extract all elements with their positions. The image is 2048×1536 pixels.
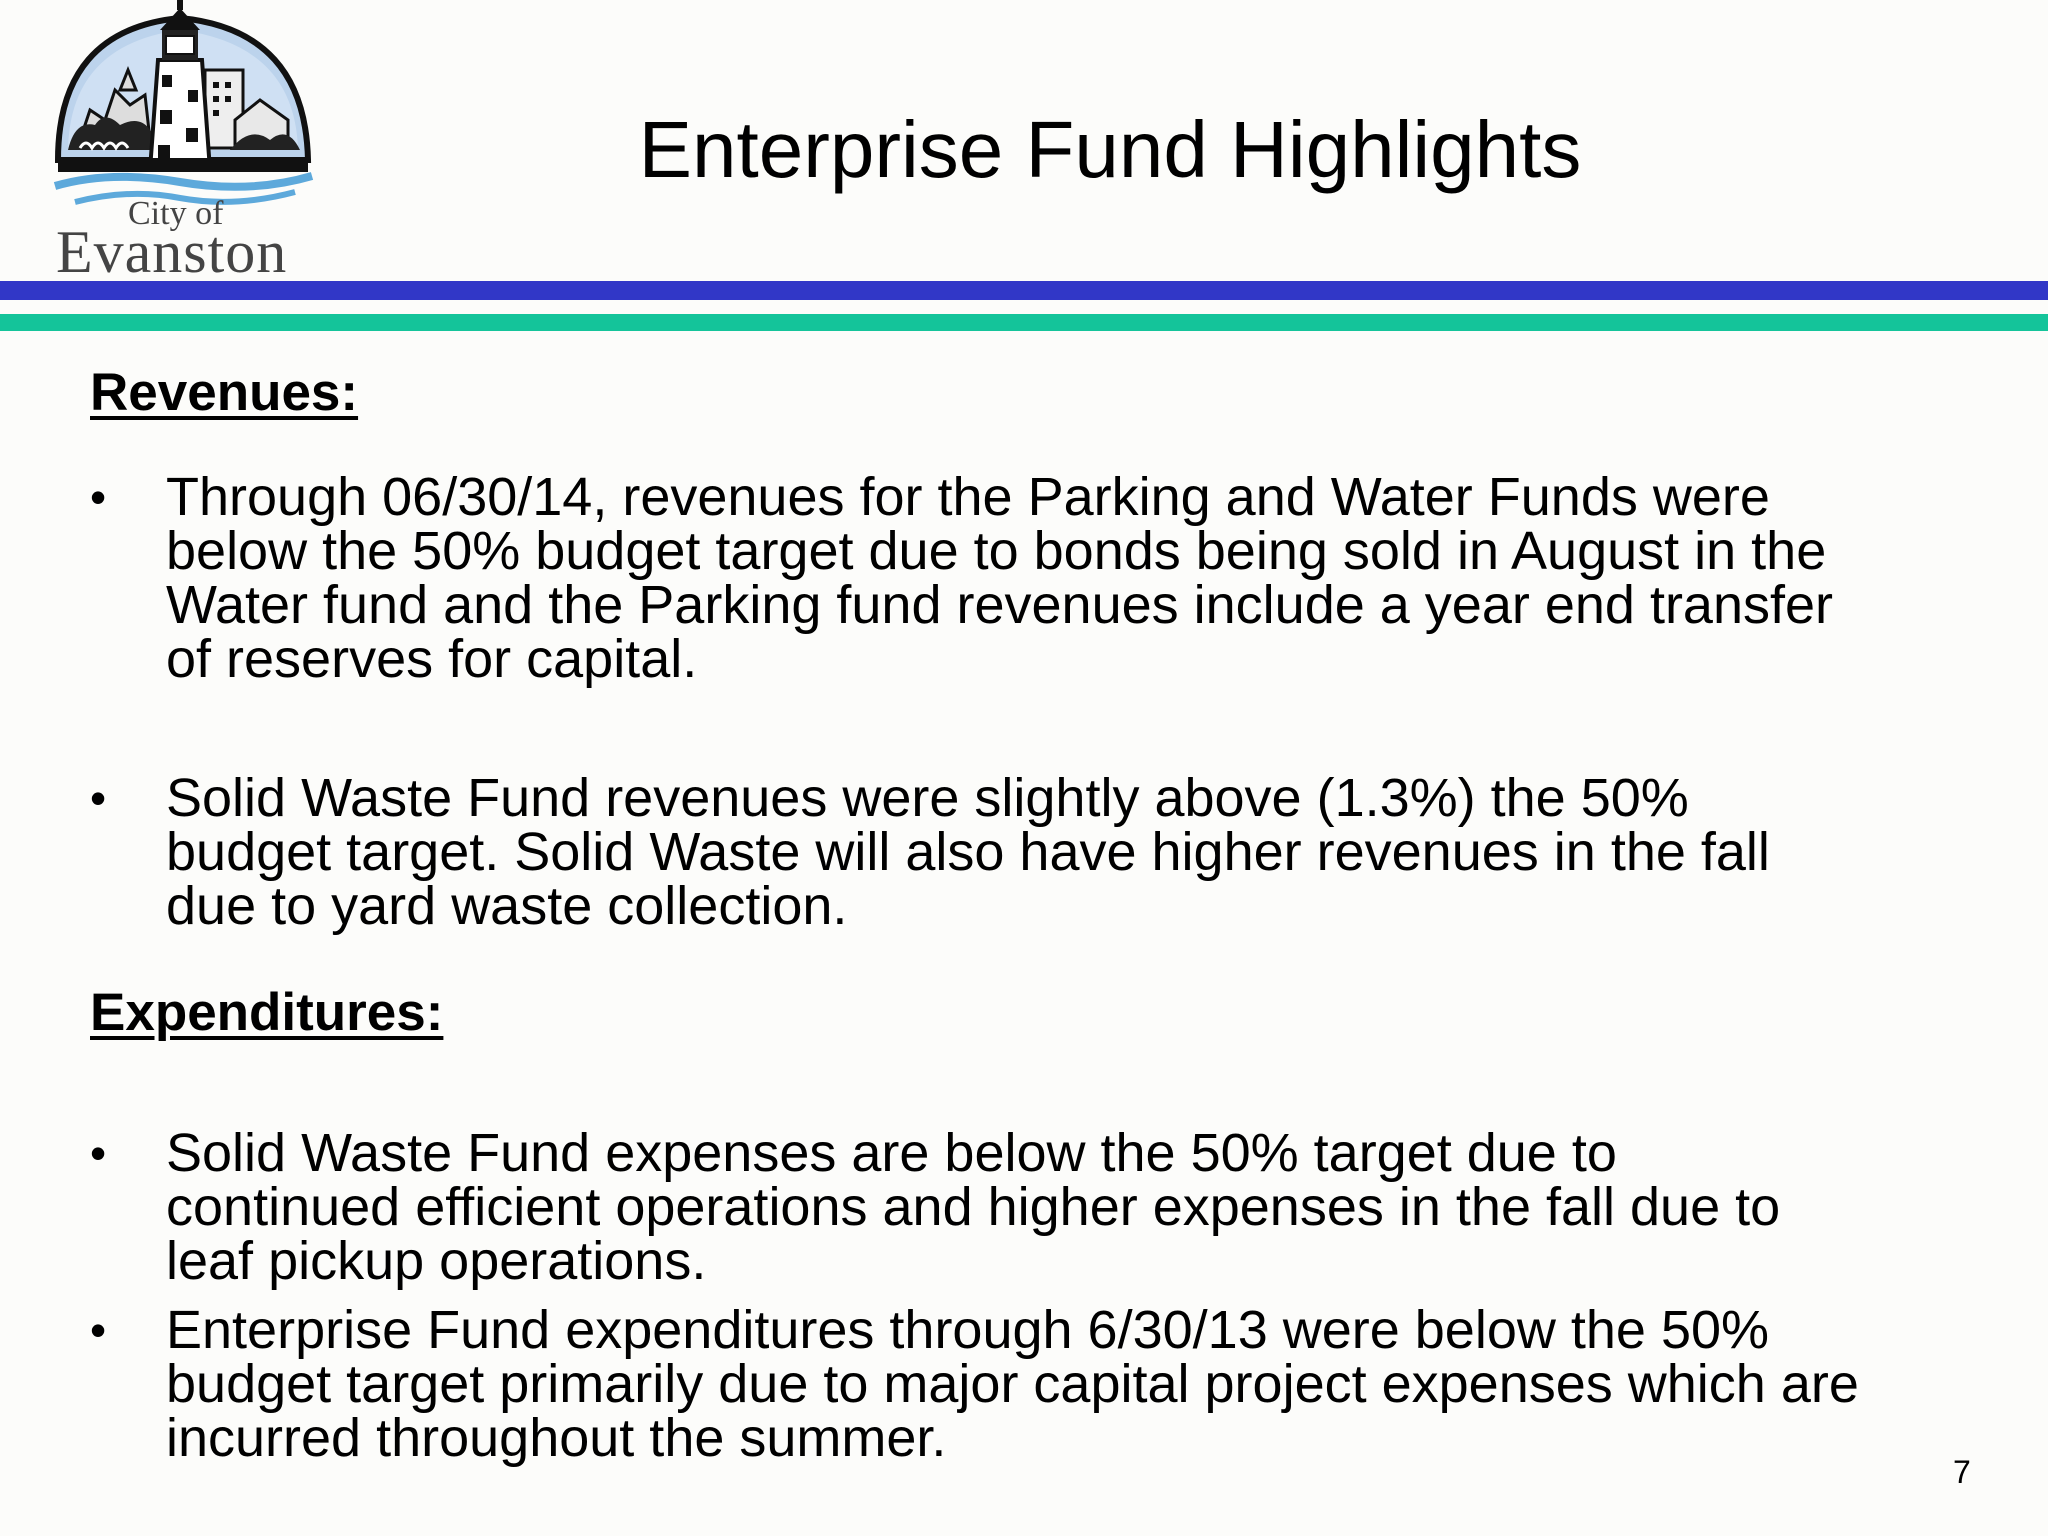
bullet-text: Enterprise Fund expenditures through 6/3… [166, 1303, 2046, 1465]
bullet-line: below the 50% budget target due to bonds… [166, 521, 1827, 581]
bullet-text: Solid Waste Fund revenues were slightly … [166, 771, 2046, 933]
bullet-line: Water fund and the Parking fund revenues… [166, 575, 1834, 635]
city-of-evanston-logo: City of Evanston [50, 0, 320, 285]
bullet-symbol: • [90, 1127, 107, 1179]
bullet-symbol: • [90, 772, 107, 824]
bullet-text: Solid Waste Fund expenses are below the … [166, 1126, 2046, 1288]
bullet-line: Solid Waste Fund expenses are below the … [166, 1123, 1617, 1183]
bullet-symbol: • [90, 471, 107, 523]
page-number: 7 [1953, 1454, 1971, 1490]
lighthouse-emblem-icon [53, 0, 314, 205]
header-rule-teal [0, 314, 2048, 331]
bullet-line: Enterprise Fund expenditures through 6/3… [166, 1300, 1770, 1360]
bullet-line: Solid Waste Fund revenues were slightly … [166, 768, 1689, 828]
logo-text-evanston: Evanston [56, 219, 288, 285]
bullet-line: budget target. Solid Waste will also hav… [166, 822, 1770, 882]
bullet-line: continued efficient operations and highe… [166, 1177, 1781, 1237]
slide-title: Enterprise Fund Highlights [638, 105, 1582, 194]
bullet-line: Through 06/30/14, revenues for the Parki… [166, 467, 1770, 527]
bullet-line: budget target primarily due to major cap… [166, 1354, 1859, 1414]
revenues-heading: Revenues: [90, 363, 359, 422]
bullet-line: due to yard waste collection. [166, 876, 848, 936]
expenditures-heading: Expenditures: [90, 983, 444, 1042]
bullet-line: of reserves for capital. [166, 629, 698, 689]
bullet-text: Through 06/30/14, revenues for the Parki… [166, 470, 2046, 686]
header-rule-blue [0, 281, 2048, 300]
logo-text-city-of: City of [128, 195, 224, 232]
bullet-line: leaf pickup operations. [166, 1231, 707, 1291]
bullet-line: incurred throughout the summer. [166, 1408, 947, 1468]
bullet-symbol: • [90, 1304, 107, 1356]
